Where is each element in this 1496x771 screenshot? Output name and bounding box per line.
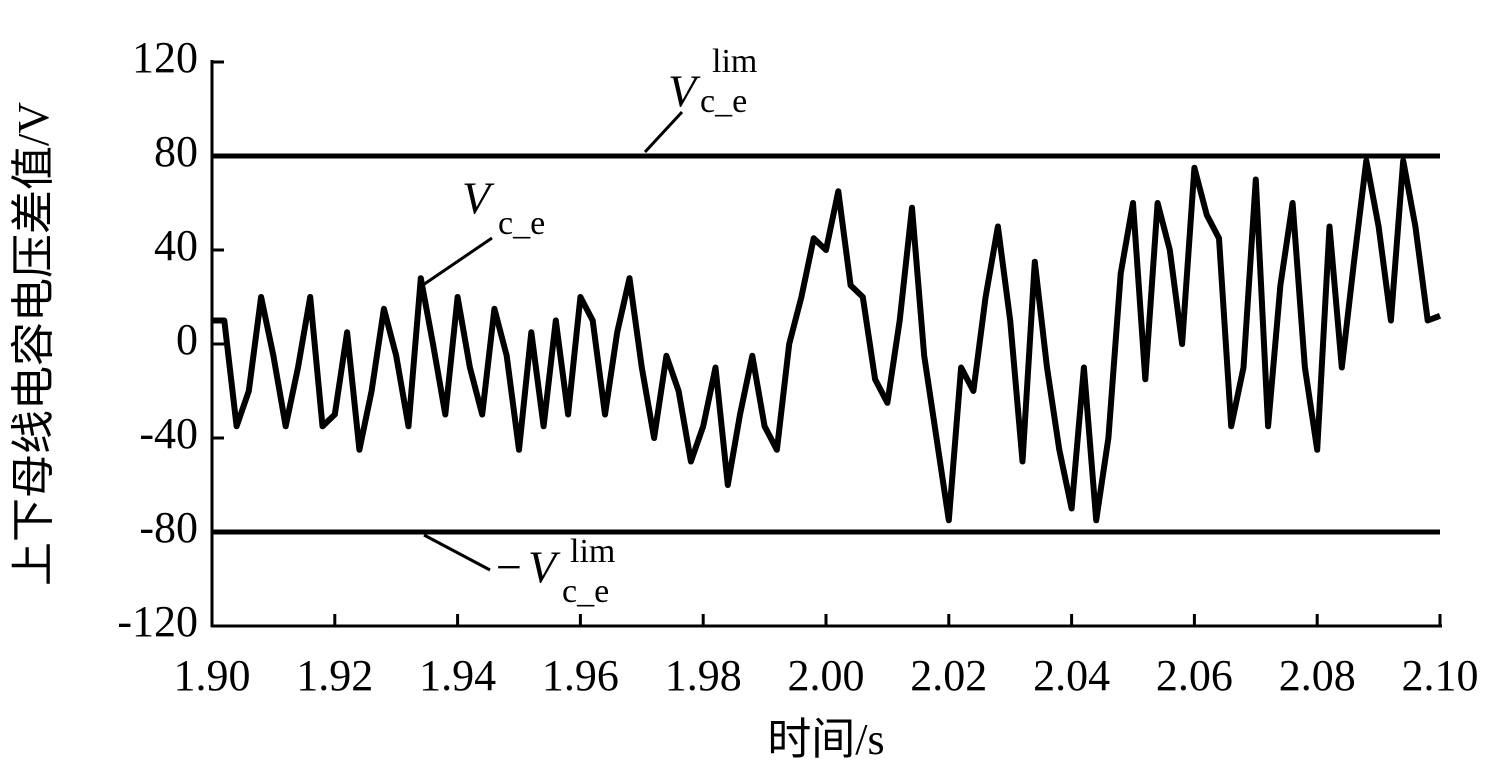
x-tick-label: 2.10 [1402,651,1479,700]
x-tick-label: 1.94 [419,651,496,700]
annotation-subscript: c_e [562,573,609,610]
x-tick-label: 2.02 [910,651,987,700]
y-tick-label: 120 [132,33,198,82]
y-tick-label: -120 [117,597,198,646]
y-tick-label: -80 [139,503,198,552]
annotation-symbol: V [668,66,701,117]
leader-line [419,236,493,289]
x-tick-label: 1.96 [542,651,619,700]
y-tick-label: 40 [154,221,198,270]
annotation-superscript: lim [712,43,757,80]
annotation-sign: − [496,542,522,593]
x-tick-label: 2.04 [1033,651,1110,700]
leader-line [423,533,491,572]
annotation-subscript: c_e [700,83,747,120]
annotation-symbol: V [462,173,495,224]
y-tick-label: 80 [154,127,198,176]
annotation-subscript: c_e [498,205,545,242]
x-tick-label: 2.06 [1156,651,1233,700]
annotation-symbol: V [528,542,561,593]
x-tick-label: 1.90 [174,651,251,700]
annotation-superscript: lim [570,533,615,570]
leader-line [643,110,684,154]
y-axis-label: 上下母线电容电压差值/V [9,102,58,586]
y-tick-label: 0 [176,315,198,364]
y-tick-label: -40 [139,409,198,458]
data-line [212,157,1442,524]
x-tick-label: 2.08 [1279,651,1356,700]
x-axis-label: 时间/s [767,715,884,764]
x-tick-label: 1.92 [296,651,373,700]
x-tick-label: 2.00 [788,651,865,700]
x-tick-label: 1.98 [665,651,742,700]
